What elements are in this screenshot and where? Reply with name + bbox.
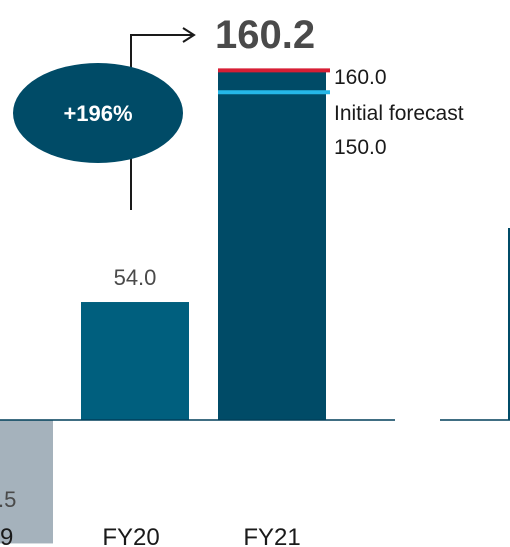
data-label-fy19: .5 [0, 487, 16, 512]
data-label-fy21: 160.2 [215, 13, 315, 57]
growth-bubble [13, 63, 183, 163]
tick-label-fy20: FY20 [102, 524, 159, 547]
bar-fy19 [0, 420, 53, 544]
bar-fy20 [81, 302, 189, 420]
ref-label-initial-forecast: Initial forecast [334, 102, 464, 125]
ref-label-160: 160.0 [334, 66, 387, 89]
tick-label-fy21: FY21 [243, 524, 300, 547]
bars-group [0, 70, 326, 544]
data-label-fy20: 54.0 [114, 265, 157, 290]
ref-label-150: 150.0 [334, 136, 387, 159]
bar-fy21 [218, 70, 326, 420]
tick-label-fy19: 9 [0, 524, 13, 547]
growth-arrow-head [182, 27, 196, 43]
growth-bubble-label: +196% [63, 101, 132, 126]
reference-lines-group [218, 68, 330, 95]
